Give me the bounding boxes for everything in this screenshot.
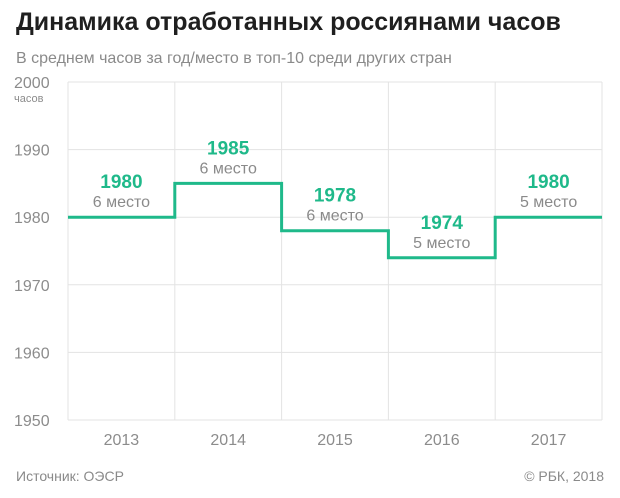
value-label: 1974 (421, 213, 464, 234)
x-tick-label: 2015 (317, 432, 353, 449)
value-label: 1980 (100, 172, 142, 193)
x-tick-label: 2014 (210, 432, 246, 449)
y-tick-label: 1980 (14, 210, 50, 227)
series-line (68, 181, 602, 260)
value-label: 1980 (527, 172, 569, 193)
y-tick-label: 1960 (14, 345, 50, 362)
chart-subtitle: В среднем часов за год/место в топ-10 ср… (16, 50, 452, 67)
grid-layer (67, 81, 603, 421)
y-tick-label: 1970 (14, 278, 50, 295)
copyright-note: © РБК, 2018 (524, 468, 604, 484)
y-tick-label: 1950 (14, 413, 50, 430)
rank-label: 6 место (93, 194, 150, 211)
y-unit-label: часов (14, 93, 44, 105)
value-label: 1978 (314, 186, 356, 207)
y-tick-label: 2000 (14, 75, 50, 92)
rank-label: 6 место (306, 208, 363, 225)
x-axis: 2013 2014 2015 2016 2017 (104, 432, 567, 449)
source-note: Источник: ОЭСР (16, 468, 124, 484)
rank-label: 5 место (413, 235, 470, 252)
rank-label: 5 место (520, 194, 577, 211)
y-tick-label: 1990 (14, 143, 50, 160)
x-tick-label: 2016 (424, 432, 460, 449)
x-tick-label: 2013 (104, 432, 140, 449)
chart-title: Динамика отработанных россиянами часов (16, 8, 561, 36)
rank-label: 6 место (200, 160, 257, 177)
series-hours (68, 181, 602, 260)
value-label: 1985 (207, 138, 250, 159)
x-tick-label: 2017 (531, 432, 567, 449)
